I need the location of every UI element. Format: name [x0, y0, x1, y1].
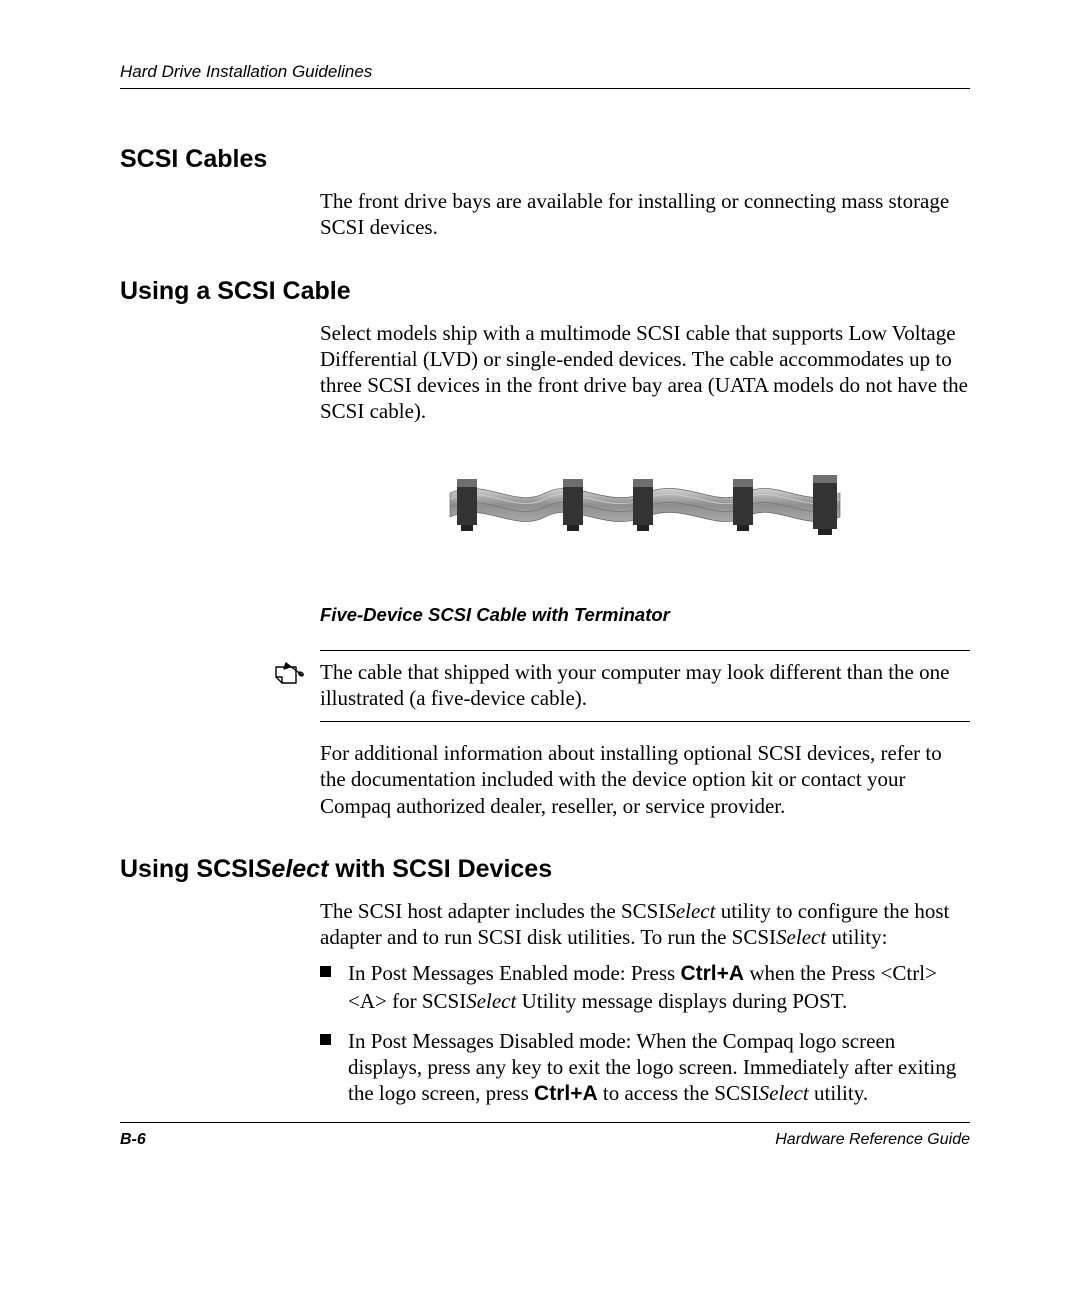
- heading-part-pre: Using SCSI: [120, 855, 255, 883]
- list-item: In Post Messages Enabled mode: Press Ctr…: [320, 960, 970, 1014]
- txt: to access the SCSI: [598, 1081, 759, 1105]
- txt: The SCSI host adapter includes the SCSI: [320, 899, 665, 923]
- list-item: In Post Messages Disabled mode: When the…: [320, 1028, 970, 1108]
- para-scsiselect-intro: The SCSI host adapter includes the SCSIS…: [320, 898, 970, 951]
- note-pencil-icon: [272, 661, 306, 695]
- para-after-note: For additional information about install…: [320, 740, 970, 819]
- select-word: Select: [466, 989, 516, 1013]
- para-using-cable-1: Select models ship with a multimode SCSI…: [320, 320, 970, 425]
- key-combo: Ctrl+A: [680, 962, 744, 985]
- select-word: Select: [665, 899, 715, 923]
- heading-using-cable: Using a SCSI Cable: [120, 277, 970, 306]
- txt: utility:: [826, 925, 887, 949]
- figure-caption: Five-Device SCSI Cable with Terminator: [320, 604, 970, 626]
- txt: utility.: [809, 1081, 868, 1105]
- heading-part-ital: Select: [255, 855, 329, 883]
- figure-scsi-cable: [445, 459, 845, 554]
- note-text: The cable that shipped with your compute…: [320, 660, 949, 710]
- page-footer: B-6 Hardware Reference Guide: [120, 1122, 970, 1149]
- running-head: Hard Drive Installation Guidelines: [120, 62, 970, 89]
- para-scsi-cables-1: The front drive bays are available for i…: [320, 188, 970, 241]
- heading-scsi-cables: SCSI Cables: [120, 145, 970, 174]
- key-combo: Ctrl+A: [534, 1082, 598, 1105]
- bullet-2-text: In Post Messages Disabled mode: When the…: [348, 1028, 970, 1108]
- footer-title: Hardware Reference Guide: [775, 1131, 970, 1149]
- heading-scsiselect: Using SCSISelect with SCSI Devices: [120, 855, 970, 884]
- heading-part-post: with SCSI Devices: [328, 855, 552, 883]
- bullet-square-icon: [320, 1028, 348, 1108]
- page-number: B-6: [120, 1131, 146, 1149]
- select-word: Select: [759, 1081, 809, 1105]
- bullet-1-text: In Post Messages Enabled mode: Press Ctr…: [348, 960, 970, 1014]
- txt: Utility message displays during POST.: [516, 989, 847, 1013]
- select-word: Select: [776, 925, 826, 949]
- bullet-square-icon: [320, 960, 348, 1014]
- txt: In Post Messages Enabled mode: Press: [348, 961, 680, 985]
